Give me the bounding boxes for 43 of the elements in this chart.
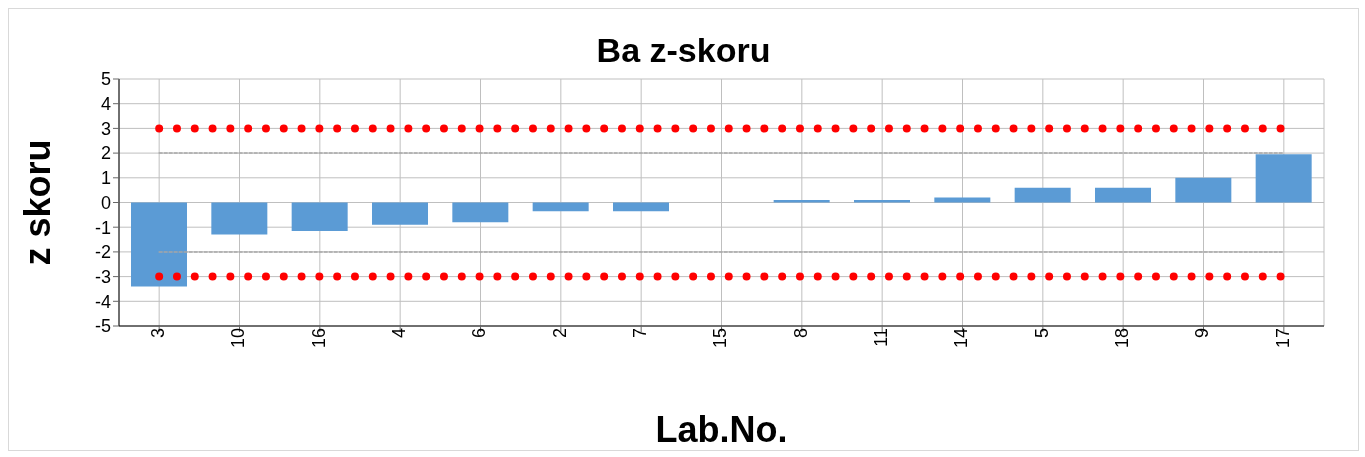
y-tick-label: 3 [100, 118, 111, 139]
bar [1095, 187, 1151, 203]
bar [1175, 177, 1232, 203]
x-tick-label: 14 [951, 328, 972, 349]
bar [131, 202, 187, 287]
y-tick-label: -3 [94, 266, 111, 287]
x-tick-label: 18 [1111, 328, 1132, 349]
x-tick-label: 17 [1272, 328, 1293, 349]
x-tick-label: 16 [308, 328, 329, 349]
y-tick-label: -2 [94, 242, 111, 263]
bar [934, 197, 991, 203]
y-axis-title: z skoru [16, 139, 58, 266]
y-tick-label: 4 [100, 94, 111, 115]
x-tick-label: 2 [549, 328, 570, 339]
bar [1014, 187, 1071, 203]
bar [854, 200, 910, 203]
bar [452, 202, 509, 223]
y-tick-label: 2 [100, 143, 111, 164]
y-tick-label: -4 [94, 291, 111, 312]
x-tick-label: 15 [710, 328, 731, 349]
y-tick-label: 0 [100, 192, 111, 213]
y-tick-label: 5 [100, 69, 111, 90]
bar [613, 202, 669, 212]
x-tick-label: 9 [1192, 328, 1213, 339]
bar [211, 202, 268, 235]
x-tick-label: 4 [388, 328, 409, 339]
bar [773, 200, 830, 203]
x-tick-label: 6 [469, 328, 490, 339]
x-tick-label: 3 [147, 328, 168, 339]
bar [372, 202, 428, 225]
chart-title: Ba z-skoru [595, 31, 772, 70]
x-tick-label: 8 [790, 328, 811, 339]
x-tick-label: 5 [1031, 328, 1052, 339]
bar [291, 202, 348, 231]
x-tick-label: 11 [870, 328, 891, 347]
y-tick-label: -1 [94, 217, 111, 238]
x-axis-title: Lab.No. [655, 409, 788, 450]
y-tick-label: -5 [94, 316, 111, 337]
x-tick-label: 7 [629, 328, 650, 339]
bar [532, 202, 589, 212]
x-tick-label: 10 [228, 328, 249, 349]
bar [1255, 154, 1312, 203]
y-tick-label: 1 [100, 168, 111, 189]
